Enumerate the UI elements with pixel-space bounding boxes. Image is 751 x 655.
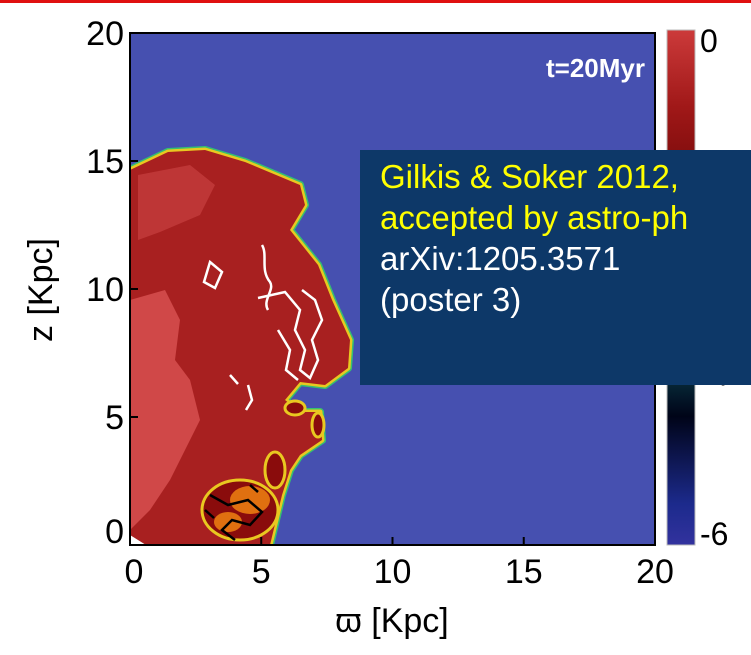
white-contours	[202, 244, 324, 411]
colorbar-tick-label: 0	[700, 23, 718, 59]
bubble-inner-region	[130, 290, 200, 530]
y-tick-label: 20	[86, 15, 124, 53]
turbulent-base	[200, 399, 326, 542]
y-axis-label: z [Kpc]	[22, 238, 60, 342]
black-contours	[204, 484, 264, 541]
y-tick-label: 0	[105, 513, 124, 551]
x-tick-label: 15	[505, 553, 543, 591]
bubble-upper-region	[138, 165, 215, 240]
citation-line-1: Gilkis & Soker 2012,	[380, 158, 679, 195]
x-tick-label: 5	[252, 553, 271, 591]
y-tick-label: 10	[86, 271, 124, 309]
x-tick-label: 20	[636, 553, 674, 591]
x-tick-label: 10	[374, 553, 412, 591]
citation-line-3: arXiv:1205.3571	[380, 240, 621, 277]
citation-line-4: (poster 3)	[380, 281, 522, 318]
axis-layer: 0 5 10 15 20 0 5 10 15 20	[86, 15, 674, 591]
citation-line-2: accepted by astro-ph	[380, 199, 689, 236]
citation-box: Gilkis & Soker 2012, accepted by astro-p…	[360, 150, 751, 385]
colorbar-tick-label: -6	[700, 516, 728, 552]
x-tick-label: 0	[125, 553, 144, 591]
time-label: t=20Myr	[546, 53, 645, 83]
y-tick-label: 15	[86, 143, 124, 181]
bubble-region	[130, 146, 354, 545]
y-tick-label: 5	[105, 399, 124, 437]
x-axis-label: ϖ [Kpc]	[335, 602, 448, 640]
origin-marker	[130, 535, 146, 545]
slide-top-rule	[0, 0, 751, 3]
